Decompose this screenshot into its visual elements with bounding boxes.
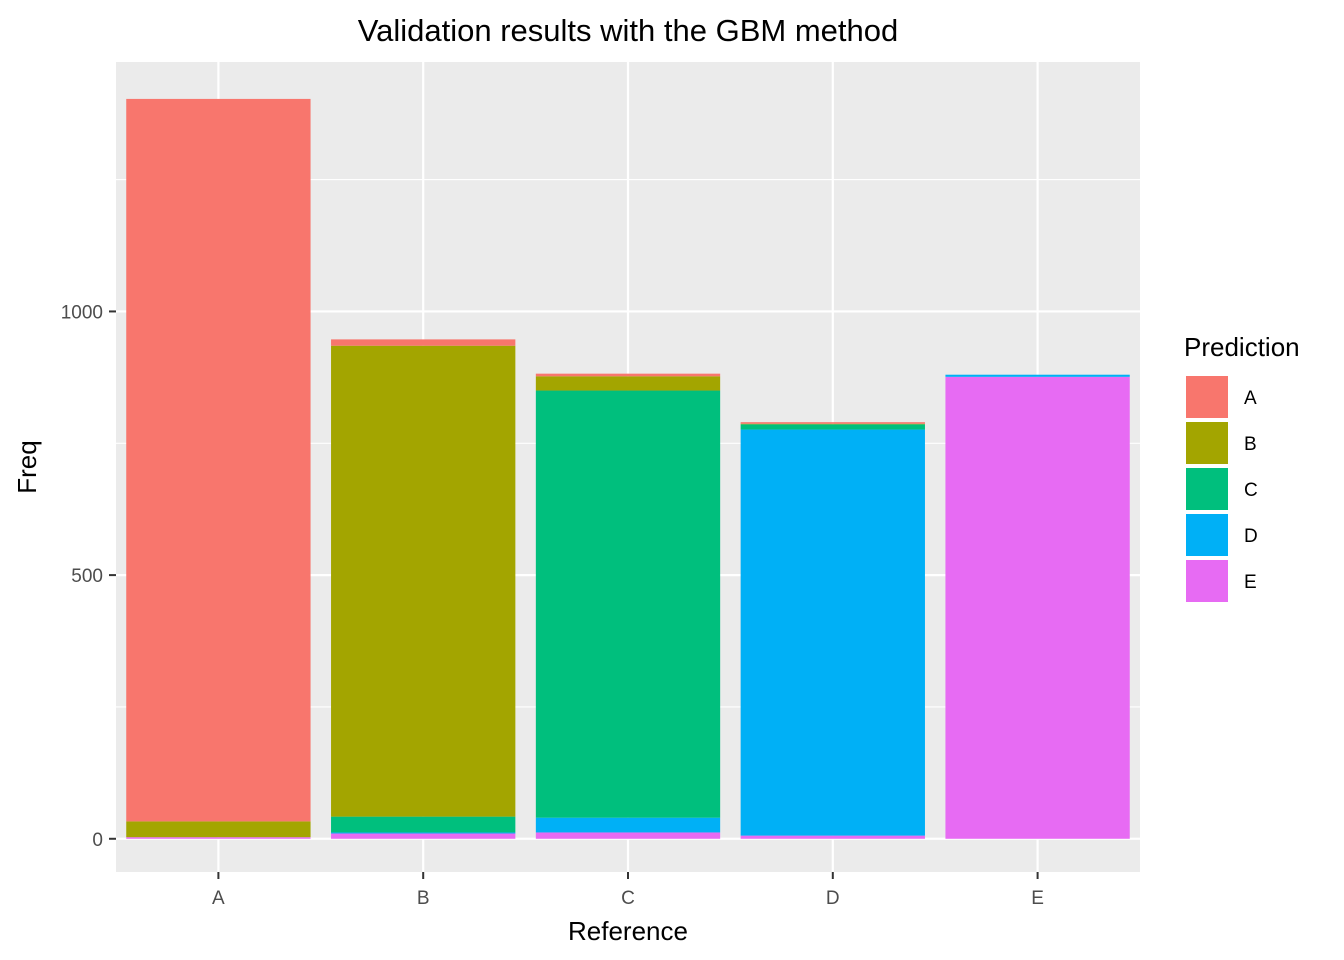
- legend-swatch-B: [1186, 422, 1228, 464]
- legend-label-D: D: [1244, 526, 1258, 547]
- x-tick-label: A: [212, 888, 225, 909]
- legend-title: Prediction: [1184, 332, 1300, 362]
- bar-D-pred-C: [740, 424, 925, 430]
- bar-A-pred-A: [126, 98, 311, 822]
- x-axis: A B C D E: [212, 872, 1044, 909]
- bar-B-pred-D: [331, 832, 516, 834]
- x-tick-label: B: [417, 888, 430, 909]
- legend-swatch-C: [1186, 468, 1228, 510]
- bar-A-pred-E: [126, 837, 311, 839]
- y-tick-label: 0: [92, 830, 103, 851]
- stacked-bars: [126, 98, 1130, 839]
- bar-B-pred-E: [331, 833, 516, 839]
- legend: A B C D E: [1184, 374, 1258, 604]
- x-tick-label: E: [1031, 888, 1044, 909]
- bar-A-pred-B: [126, 821, 311, 838]
- legend-label-C: C: [1244, 480, 1258, 501]
- legend-swatch-D: [1186, 514, 1228, 556]
- bar-C-pred-A: [535, 373, 721, 377]
- bar-B-pred-C: [331, 816, 516, 833]
- bar-D-pred-A: [740, 422, 925, 424]
- legend-label-E: E: [1244, 572, 1257, 593]
- y-tick-label: 500: [71, 566, 103, 587]
- y-tick-label: 1000: [61, 302, 103, 323]
- bar-C-pred-E: [535, 832, 721, 839]
- bar-B-pred-A: [331, 339, 516, 346]
- x-tick-label: C: [621, 888, 635, 909]
- x-axis-title: Reference: [568, 916, 688, 946]
- bar-D-pred-D: [740, 429, 925, 836]
- legend-swatch-E: [1186, 560, 1228, 602]
- y-axis-title: Freq: [12, 440, 42, 493]
- bar-C-pred-D: [535, 817, 721, 833]
- bar-D-pred-E: [740, 835, 925, 839]
- x-tick-label: D: [826, 888, 840, 909]
- legend-label-A: A: [1244, 388, 1257, 409]
- chart-title: Validation results with the GBM method: [358, 13, 898, 48]
- bar-C-pred-B: [535, 376, 721, 391]
- legend-swatch-A: [1186, 376, 1228, 418]
- bar-C-pred-C: [535, 390, 721, 818]
- legend-label-B: B: [1244, 434, 1257, 455]
- bar-E-pred-D: [945, 374, 1130, 377]
- bar-B-pred-B: [331, 345, 516, 817]
- bar-D-pred-B: [740, 423, 925, 425]
- bar-E-pred-E: [945, 376, 1130, 839]
- y-axis: 0 500 1000: [61, 302, 116, 851]
